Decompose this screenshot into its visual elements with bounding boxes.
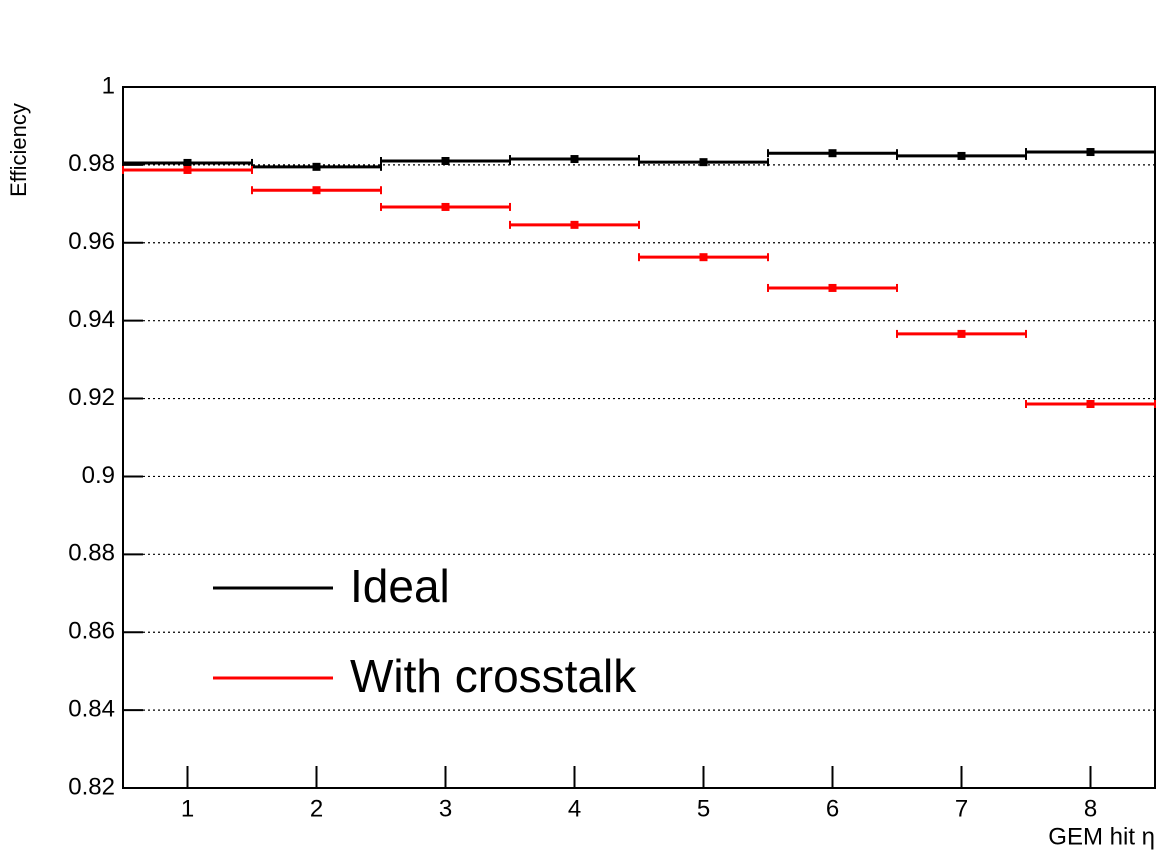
y-tick-label: 0.98 <box>68 150 115 177</box>
marker <box>1086 400 1095 409</box>
y-tick-label: 0.92 <box>68 384 115 411</box>
marker <box>312 162 321 171</box>
x-tick-label: 5 <box>697 795 710 822</box>
marker <box>1086 148 1095 157</box>
marker <box>699 253 708 262</box>
x-tick-label: 8 <box>1084 795 1097 822</box>
y-tick-label: 1 <box>102 72 115 99</box>
plot-frame <box>122 86 1156 789</box>
y-tick-label: 0.94 <box>68 306 115 333</box>
marker <box>183 165 192 174</box>
x-tick-label: 7 <box>955 795 968 822</box>
marker <box>699 158 708 167</box>
x-tick-label: 3 <box>439 795 452 822</box>
marker <box>312 186 321 195</box>
x-tick-label: 1 <box>181 795 194 822</box>
marker <box>957 329 966 338</box>
x-tick-label: 2 <box>310 795 323 822</box>
x-axis-label: GEM hit η <box>1048 823 1155 850</box>
marker <box>441 202 450 211</box>
legend-label: Ideal <box>350 560 450 612</box>
marker <box>828 149 837 158</box>
y-tick-label: 0.9 <box>82 462 115 489</box>
marker <box>828 283 837 292</box>
marker <box>570 155 579 164</box>
y-tick-label: 0.82 <box>68 773 115 800</box>
marker <box>957 151 966 160</box>
x-tick-label: 6 <box>826 795 839 822</box>
marker <box>570 220 579 229</box>
x-tick-label: 4 <box>568 795 581 822</box>
legend-label: With crosstalk <box>350 650 637 702</box>
y-tick-label: 0.88 <box>68 540 115 567</box>
y-tick-label: 0.86 <box>68 618 115 645</box>
marker <box>441 156 450 165</box>
marker <box>183 158 192 167</box>
y-axis-label: Efficiency <box>6 103 31 197</box>
y-tick-label: 0.84 <box>68 695 115 722</box>
y-tick-label: 0.96 <box>68 228 115 255</box>
